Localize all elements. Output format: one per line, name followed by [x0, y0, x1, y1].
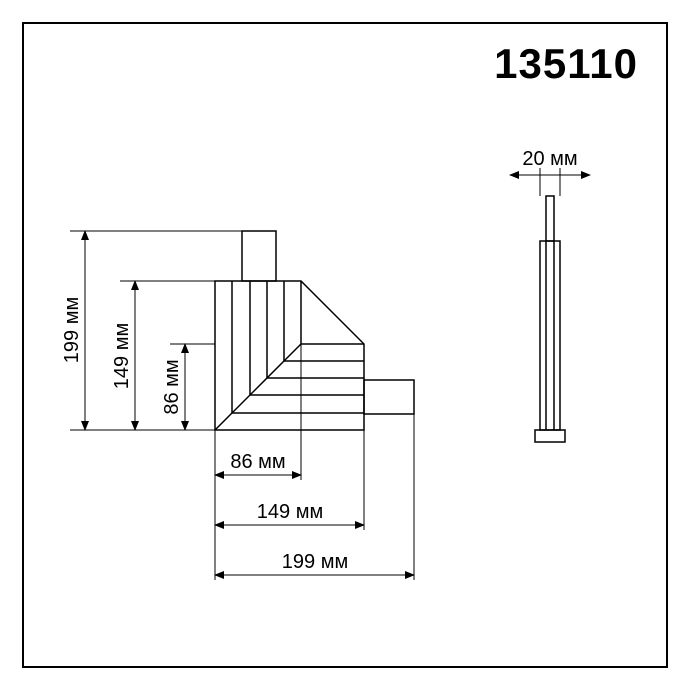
dim-h-inner: 86 мм	[230, 451, 285, 473]
dim-h-mid: 149 мм	[257, 501, 323, 523]
dim-v-inner: 86 мм	[161, 359, 183, 414]
technical-drawing: 199 мм 149 мм 86 мм 86 мм 149 мм 199 мм …	[0, 0, 690, 690]
dim-v-outer: 199 мм	[61, 297, 83, 363]
dim-v-mid: 149 мм	[111, 323, 133, 389]
side-view	[535, 196, 565, 442]
diagram-frame: 135110	[0, 0, 690, 690]
side-dim	[510, 168, 590, 196]
dim-side-w: 20 мм	[522, 148, 577, 170]
vdims	[70, 231, 242, 430]
main-part	[215, 231, 414, 430]
dim-h-outer: 199 мм	[282, 551, 348, 573]
